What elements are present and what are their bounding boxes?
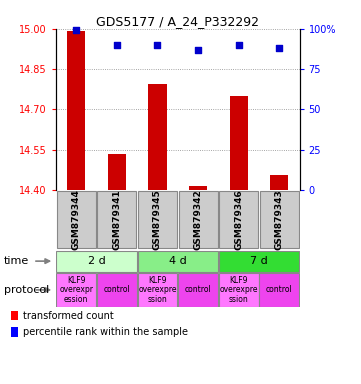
Point (155, 42, 160, 48)
Text: GSM879342: GSM879342 (193, 189, 203, 250)
Point (277, 45, 282, 51)
Bar (56, 273, 96, 306)
Bar (189, 186, 207, 190)
Bar (270, 175, 288, 190)
Bar (178, 273, 218, 306)
Text: control: control (266, 285, 293, 295)
Bar (219, 273, 258, 306)
Bar (179, 191, 218, 248)
Text: GSM879344: GSM879344 (72, 189, 81, 250)
Bar (230, 96, 248, 190)
Text: transformed count: transformed count (23, 311, 114, 321)
Bar (67, 31, 86, 190)
Text: KLF9
overexpr
ession: KLF9 overexpr ession (59, 276, 93, 304)
Text: GSM879346: GSM879346 (234, 189, 243, 250)
Point (236, 42, 242, 48)
Point (195, 47, 201, 53)
Text: control: control (104, 285, 130, 295)
Bar (12, 328, 18, 336)
Bar (97, 273, 137, 306)
Bar (12, 311, 18, 320)
Point (73, 27, 79, 33)
Text: 4 d: 4 d (169, 256, 187, 266)
Text: GSM879343: GSM879343 (275, 189, 284, 250)
Text: protocol: protocol (4, 285, 49, 295)
Bar (260, 191, 299, 248)
Text: percentile rank within the sample: percentile rank within the sample (23, 327, 188, 337)
Bar (97, 191, 136, 248)
Text: GSM879341: GSM879341 (112, 189, 121, 250)
Bar (219, 250, 299, 272)
Title: GDS5177 / A_24_P332292: GDS5177 / A_24_P332292 (96, 15, 259, 28)
Bar (138, 250, 218, 272)
Text: 7 d: 7 d (250, 256, 268, 266)
Bar (108, 154, 126, 190)
Text: control: control (185, 285, 212, 295)
Text: 2 d: 2 d (88, 256, 105, 266)
Bar (138, 273, 177, 306)
Text: KLF9
overexpre
ssion: KLF9 overexpre ssion (219, 276, 258, 304)
Text: GSM879345: GSM879345 (153, 189, 162, 250)
Bar (219, 191, 258, 248)
Point (114, 42, 120, 48)
Bar (57, 191, 96, 248)
Text: KLF9
overexpre
ssion: KLF9 overexpre ssion (138, 276, 177, 304)
Bar (138, 191, 177, 248)
Bar (56, 250, 137, 272)
Bar (260, 273, 299, 306)
Text: time: time (4, 256, 29, 266)
Bar (148, 84, 167, 190)
